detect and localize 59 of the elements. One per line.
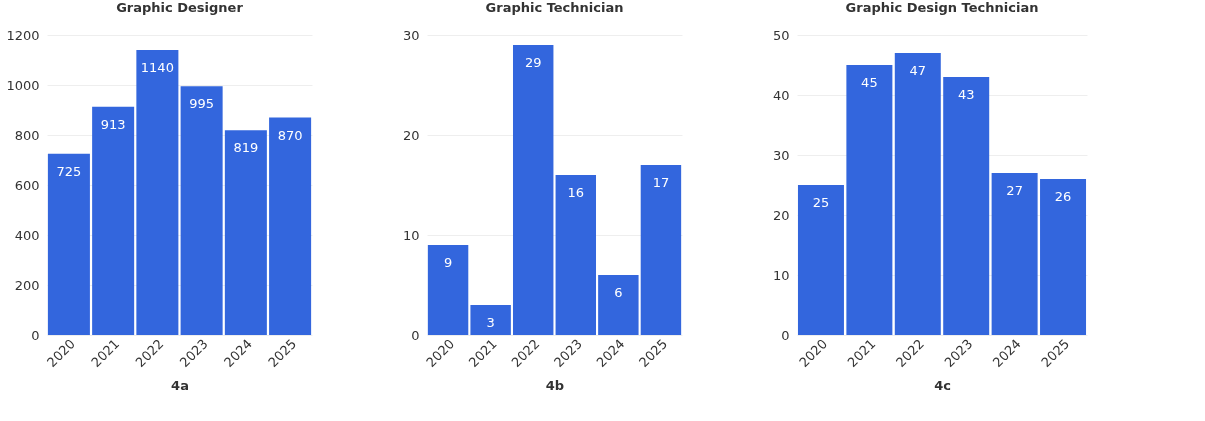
bar [943,77,990,335]
data-label: 17 [652,175,670,190]
data-label: 995 [189,96,215,112]
bar [1040,179,1087,335]
bar [846,65,893,335]
y-tick-label: 50 [772,27,790,43]
x-axis-title: 4c [934,378,951,394]
data-label: 25 [812,195,830,210]
bar [427,245,469,335]
bar [269,117,312,335]
data-label: 1140 [140,60,174,75]
chart-title: Graphic Designer [116,0,244,15]
chart-title: Graphic Design Technician [845,0,1039,15]
y-tick-label: 20 [402,127,420,143]
chart-title: Graphic Technician [485,0,624,15]
data-label: 16 [567,185,585,200]
data-label: 6 [614,285,623,300]
y-tick-label: 0 [31,327,40,343]
data-label: 3 [486,315,495,330]
data-label: 913 [100,116,126,132]
bar [512,45,554,335]
data-label: 870 [277,127,303,143]
y-tick-label: 800 [14,127,40,143]
y-tick-label: 30 [402,27,420,43]
y-tick-label: 30 [772,147,790,163]
bar [470,305,511,335]
data-label: 47 [909,63,927,78]
data-label: 26 [1054,189,1072,204]
y-tick-label: 0 [411,327,420,343]
bar [640,165,682,335]
bar [598,275,639,335]
y-tick-label: 1200 [6,27,40,43]
x-axis-title: 4b [545,378,565,394]
bar [894,53,941,335]
bar [136,50,179,335]
data-label: 29 [524,55,542,70]
data-label: 819 [233,140,259,156]
x-axis-title: 4a [171,378,189,394]
bar [797,185,844,335]
data-label: 45 [861,75,878,90]
data-label: 27 [1006,183,1023,198]
y-tick-label: 400 [14,227,40,243]
y-tick-label: 40 [772,87,790,103]
y-tick-label: 200 [14,277,40,293]
bar [92,106,135,335]
data-label: 9 [443,255,453,270]
bar [991,173,1038,335]
data-label: 725 [56,163,82,179]
bar [555,175,597,335]
bar [180,86,223,335]
bar [224,130,267,335]
y-tick-label: 20 [772,207,790,223]
y-tick-label: 10 [402,227,420,243]
y-tick-label: 600 [14,177,40,193]
bar [47,153,90,335]
y-tick-label: 0 [781,327,790,343]
y-tick-label: 10 [772,267,790,283]
y-tick-label: 1000 [6,77,40,93]
data-label: 43 [957,87,975,102]
